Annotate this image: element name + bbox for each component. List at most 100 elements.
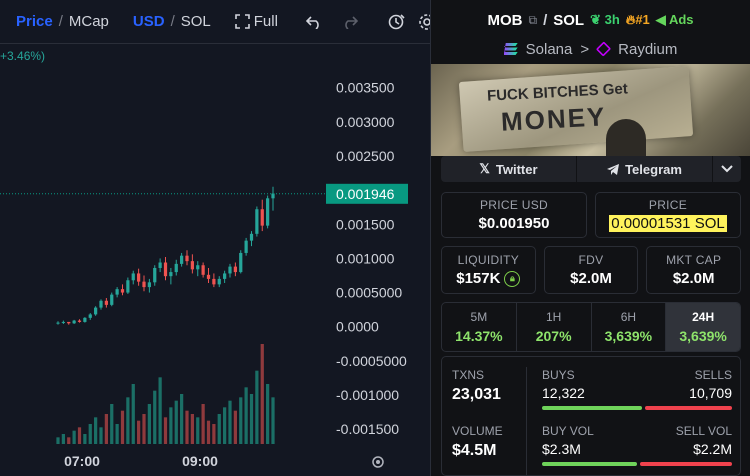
ads-label: Ads: [668, 12, 694, 27]
currency-toggle[interactable]: USD / SOL: [127, 13, 217, 30]
tab-24h[interactable]: 24H 3,639%: [666, 303, 740, 351]
banner-figure: [606, 119, 646, 156]
trending-rank-badge[interactable]: 🔥︎#1: [626, 12, 650, 28]
toggle-slash: /: [58, 13, 63, 30]
settings-gear-icon: [419, 13, 430, 30]
sell-vol-share-bar: [640, 462, 732, 466]
volume-bar: [196, 417, 200, 444]
volume-split-values: $2.3M $2.2M: [542, 441, 732, 457]
candle-body: [61, 321, 65, 323]
telegram-button[interactable]: Telegram: [577, 156, 713, 182]
volume-value: $4.5M: [452, 442, 497, 459]
dex-link[interactable]: Raydium: [618, 40, 678, 58]
volume-bar: [212, 424, 216, 444]
price-chart[interactable]: 0.0035000.0030000.0025000.0020000.001500…: [0, 44, 430, 476]
volume-bar: [88, 424, 92, 444]
chart-background: [0, 44, 430, 476]
y-tick-label: 0.0005000: [336, 285, 402, 301]
buy-vol-share-bar: [542, 462, 637, 466]
candle-body: [110, 294, 114, 305]
y-tick-label: 0.003000: [336, 114, 395, 130]
megaphone-icon: ◀: [655, 12, 666, 27]
txns-value: 23,031: [452, 386, 501, 403]
candle-body: [126, 280, 130, 293]
copy-icon[interactable]: ⧉: [528, 12, 538, 27]
candle-body: [163, 262, 168, 277]
price-native-label: PRICE: [648, 198, 688, 212]
volume-bar: [255, 370, 259, 444]
candle-body: [249, 233, 254, 241]
candle-body: [174, 263, 178, 273]
chart-pane: Price / MCap USD / SOL Full: [0, 0, 430, 476]
volume-bar: [67, 437, 71, 444]
tab-label: 1H: [545, 310, 562, 324]
usd-option[interactable]: USD: [132, 13, 165, 30]
quote-token-symbol: SOL: [553, 11, 585, 29]
tab-5m[interactable]: 5M 14.37%: [442, 303, 517, 351]
buys-sells-values: 12,322 10,709: [542, 385, 732, 401]
metric-cards-row: LIQUIDITY $157K 🔒︎ FDV $2.0M MKT CAP $2.…: [441, 246, 742, 294]
chevron-down-icon: [721, 165, 733, 173]
volume-bar: [83, 434, 87, 444]
mcap-label: MKT CAP: [666, 253, 722, 267]
lock-icon[interactable]: 🔒︎: [504, 270, 521, 287]
candle-body: [169, 272, 173, 277]
fullscreen-button[interactable]: Full: [229, 13, 284, 30]
fdv-card: FDV $2.0M: [543, 246, 639, 294]
more-links-button[interactable]: [713, 156, 741, 182]
axis-settings-icon-center: [376, 460, 380, 464]
redo-button[interactable]: [332, 15, 368, 29]
pair-separator: /: [543, 11, 548, 29]
liquidity-value-row: $157K 🔒︎: [456, 270, 521, 287]
liquidity-card: LIQUIDITY $157K 🔒︎: [441, 246, 536, 294]
price-option[interactable]: Price: [16, 13, 53, 30]
tab-1h[interactable]: 1H 207%: [517, 303, 592, 351]
liquidity-value: $157K: [456, 270, 501, 287]
volume-bar: [94, 417, 98, 444]
volume-bar: [228, 400, 232, 444]
token-banner-image: FUCK BITCHES Get MONEY: [431, 64, 750, 156]
volume-bar: [271, 397, 275, 444]
tab-6h[interactable]: 6H 3,639%: [592, 303, 667, 351]
undo-button[interactable]: [296, 15, 332, 29]
undo-icon: [305, 15, 319, 29]
candle-body: [147, 282, 151, 288]
chart-toolbar: Price / MCap USD / SOL Full: [0, 0, 430, 44]
fullscreen-icon: [234, 14, 250, 29]
tab-label: 24H: [692, 310, 715, 324]
price-native-card: PRICE 0.00001531 SOL: [595, 192, 741, 238]
buys-value: 12,322: [542, 385, 585, 401]
current-price-tag: [326, 183, 408, 204]
volume-bar: [72, 430, 76, 444]
chain-link[interactable]: Solana: [525, 40, 573, 58]
mcap-card: MKT CAP $2.0M: [646, 246, 742, 294]
alert-button[interactable]: [380, 13, 414, 31]
y-tick-label: 0.002500: [336, 148, 395, 164]
current-price-label: 0.001946: [336, 186, 395, 202]
price-mcap-toggle[interactable]: Price / MCap: [0, 13, 115, 30]
sol-option[interactable]: SOL: [180, 13, 211, 30]
candle-body: [244, 240, 248, 253]
candle-body: [266, 198, 270, 226]
tab-label: 5M: [470, 310, 488, 324]
mcap-option[interactable]: MCap: [68, 13, 109, 30]
redo-icon: [345, 15, 358, 29]
twitter-button[interactable]: 𝕏 Twitter: [441, 156, 577, 182]
volume-bar: [99, 427, 103, 444]
ads-badge[interactable]: ◀ Ads: [656, 12, 694, 28]
volume-stat: VOLUME $4.5M: [452, 424, 503, 460]
fdv-value: $2.0M: [570, 270, 612, 287]
chart-settings-button[interactable]: [414, 13, 430, 31]
x-tick-label: 07:00: [64, 453, 100, 469]
candle-body: [271, 193, 275, 199]
volume-bar: [77, 427, 82, 444]
volume-bar: [158, 377, 162, 444]
volume-label: VOLUME: [452, 424, 503, 438]
price-usd-card: PRICE USD $0.001950: [441, 192, 587, 238]
buys-sells-ratio-bar: [542, 406, 732, 410]
tab-change: 207%: [535, 328, 572, 344]
candle-body: [260, 209, 264, 226]
x-tick-label: 09:00: [182, 453, 218, 469]
y-tick-label: -0.001500: [336, 421, 399, 437]
